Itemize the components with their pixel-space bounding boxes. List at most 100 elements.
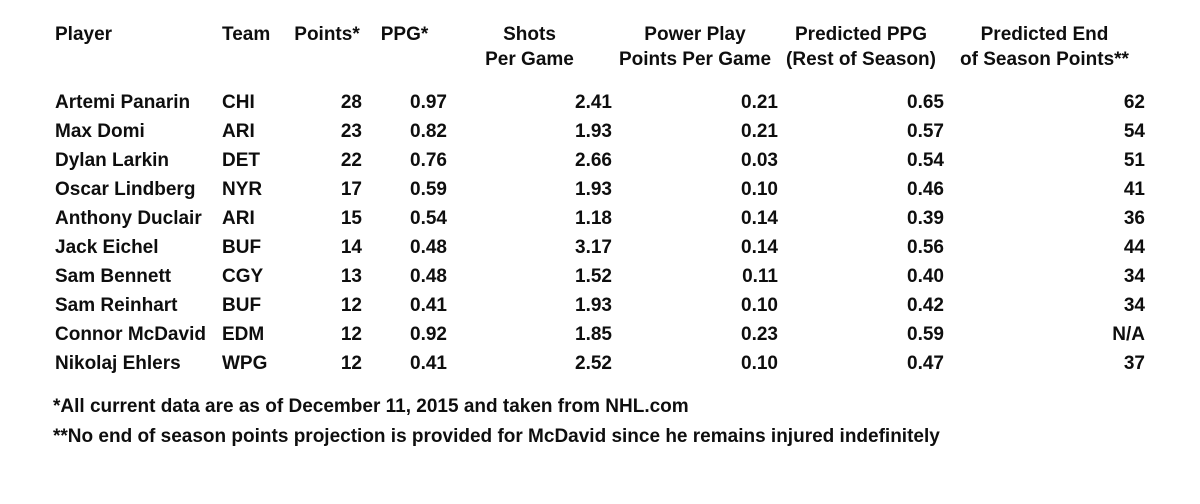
cell-team: BUF <box>222 236 262 258</box>
table-row: Connor McDavid EDM 12 0.92 1.85 0.23 0.5… <box>55 320 1145 349</box>
cell-predicted-ppg: 0.47 <box>907 352 944 374</box>
header-label: Points* <box>294 24 360 45</box>
cell-predicted-ppg: 0.54 <box>907 149 944 171</box>
header-label: Power Play <box>644 24 746 45</box>
cell-predicted-end-points: 41 <box>1123 178 1145 200</box>
cell-predicted-ppg: 0.65 <box>907 91 944 113</box>
rookie-stats-page: { "page": { "background_color": "#ffffff… <box>0 22 1200 504</box>
cell-predicted-ppg: 0.40 <box>907 265 944 287</box>
cell-predicted-ppg: 0.42 <box>907 294 944 316</box>
table-header: Player Team Points* PPG* Shots Per Game P… <box>55 22 1145 88</box>
cell-predicted-end-points: N/A <box>1112 323 1145 345</box>
column-header-shots-per-game: Shots Per Game <box>447 22 612 88</box>
header-label: Team <box>222 24 271 45</box>
column-header-pp-points-per-game: Power Play Points Per Game <box>612 22 778 88</box>
cell-ppg: 0.48 <box>410 236 447 258</box>
table-row: Jack Eichel BUF 14 0.48 3.17 0.14 0.56 4… <box>55 233 1145 262</box>
cell-pp-points-per-game: 0.10 <box>741 294 778 316</box>
cell-shots-per-game: 1.93 <box>575 178 612 200</box>
cell-player: Oscar Lindberg <box>55 178 196 200</box>
cell-predicted-end-points: 36 <box>1123 207 1145 229</box>
column-header-team: Team <box>222 22 292 88</box>
column-header-player: Player <box>55 22 222 88</box>
header-label: Per Game <box>485 49 574 70</box>
cell-pp-points-per-game: 0.23 <box>741 323 778 345</box>
cell-team: EDM <box>222 323 265 345</box>
header-label: Player <box>55 24 113 45</box>
cell-player: Sam Bennett <box>55 265 172 287</box>
table-row: Sam Reinhart BUF 12 0.41 1.93 0.10 0.42 … <box>55 291 1145 320</box>
cell-pp-points-per-game: 0.10 <box>741 352 778 374</box>
column-header-points: Points* <box>292 22 362 88</box>
cell-shots-per-game: 2.52 <box>575 352 612 374</box>
cell-ppg: 0.54 <box>410 207 447 229</box>
cell-player: Anthony Duclair <box>55 207 202 229</box>
cell-team: WPG <box>222 352 268 374</box>
cell-shots-per-game: 2.66 <box>575 149 612 171</box>
cell-predicted-end-points: 34 <box>1123 265 1145 287</box>
header-label: Points Per Game <box>618 49 772 70</box>
table-row: Artemi Panarin CHI 28 0.97 2.41 0.21 0.6… <box>55 88 1145 117</box>
cell-team: BUF <box>222 294 262 316</box>
cell-team: NYR <box>222 178 263 200</box>
cell-pp-points-per-game: 0.03 <box>741 149 778 171</box>
header-label: Predicted End <box>980 24 1109 45</box>
cell-team: ARI <box>222 207 255 229</box>
cell-pp-points-per-game: 0.21 <box>741 120 778 142</box>
cell-predicted-ppg: 0.59 <box>907 323 944 345</box>
table-row: Sam Bennett CGY 13 0.48 1.52 0.11 0.40 3… <box>55 262 1145 291</box>
cell-team: DET <box>222 149 260 171</box>
table-row: Nikolaj Ehlers WPG 12 0.41 2.52 0.10 0.4… <box>55 349 1145 378</box>
cell-predicted-end-points: 51 <box>1123 149 1145 171</box>
table-body: Artemi Panarin CHI 28 0.97 2.41 0.21 0.6… <box>55 88 1145 378</box>
cell-shots-per-game: 1.52 <box>575 265 612 287</box>
cell-predicted-ppg: 0.39 <box>907 207 944 229</box>
cell-predicted-end-points: 62 <box>1123 91 1145 113</box>
cell-predicted-end-points: 44 <box>1123 236 1145 258</box>
cell-shots-per-game: 3.17 <box>575 236 612 258</box>
cell-shots-per-game: 1.85 <box>575 323 612 345</box>
header-label: PPG* <box>380 24 429 45</box>
cell-pp-points-per-game: 0.21 <box>741 91 778 113</box>
table-row: Max Domi ARI 23 0.82 1.93 0.21 0.57 54 <box>55 117 1145 146</box>
cell-player: Artemi Panarin <box>55 91 191 113</box>
cell-player: Jack Eichel <box>55 236 159 258</box>
cell-shots-per-game: 2.41 <box>575 91 612 113</box>
cell-points: 12 <box>340 323 362 345</box>
header-label: (Rest of Season) <box>786 49 936 70</box>
cell-predicted-ppg: 0.56 <box>907 236 944 258</box>
cell-points: 12 <box>340 352 362 374</box>
cell-player: Dylan Larkin <box>55 149 170 171</box>
cell-shots-per-game: 1.93 <box>575 120 612 142</box>
cell-pp-points-per-game: 0.14 <box>741 236 778 258</box>
cell-ppg: 0.41 <box>410 352 447 374</box>
header-label: Shots <box>503 24 556 45</box>
cell-points: 13 <box>340 265 362 287</box>
footnotes: *All current data are as of December 11,… <box>53 392 1200 452</box>
cell-team: CGY <box>222 265 264 287</box>
cell-shots-per-game: 1.18 <box>575 207 612 229</box>
cell-predicted-end-points: 37 <box>1123 352 1145 374</box>
cell-points: 15 <box>340 207 362 229</box>
cell-predicted-end-points: 34 <box>1123 294 1145 316</box>
cell-pp-points-per-game: 0.14 <box>741 207 778 229</box>
column-header-predicted-ppg: Predicted PPG (Rest of Season) <box>778 22 944 88</box>
cell-predicted-ppg: 0.57 <box>907 120 944 142</box>
cell-predicted-ppg: 0.46 <box>907 178 944 200</box>
rookie-stats-table: Player Team Points* PPG* Shots Per Game P… <box>55 22 1145 378</box>
cell-ppg: 0.41 <box>410 294 447 316</box>
cell-ppg: 0.76 <box>410 149 447 171</box>
cell-points: 14 <box>340 236 362 258</box>
cell-team: CHI <box>222 91 255 113</box>
cell-points: 17 <box>340 178 362 200</box>
cell-ppg: 0.92 <box>410 323 447 345</box>
cell-pp-points-per-game: 0.10 <box>741 178 778 200</box>
cell-points: 22 <box>340 149 362 171</box>
footnote-data-source: *All current data are as of December 11,… <box>53 396 689 417</box>
header-row: Player Team Points* PPG* Shots Per Game P… <box>55 22 1145 88</box>
cell-ppg: 0.59 <box>410 178 447 200</box>
cell-shots-per-game: 1.93 <box>575 294 612 316</box>
column-header-ppg: PPG* <box>362 22 447 88</box>
cell-points: 23 <box>340 120 362 142</box>
cell-player: Connor McDavid <box>55 323 206 345</box>
